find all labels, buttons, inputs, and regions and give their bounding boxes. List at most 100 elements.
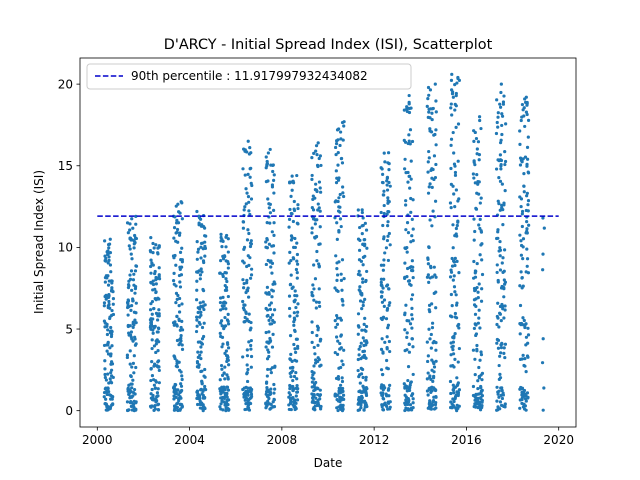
data-point [180,328,185,332]
data-point [520,275,524,280]
data-point [524,399,528,403]
data-point [130,288,134,292]
data-point [473,229,477,234]
data-point [471,393,476,398]
data-point [248,212,252,217]
data-point [317,287,321,291]
data-point [519,158,523,163]
data-point [176,388,180,392]
data-point [267,350,271,354]
data-point [523,97,527,101]
data-point [291,219,295,224]
data-point [153,269,157,274]
data-point [219,232,223,236]
data-point [154,311,159,315]
data-point [340,120,345,125]
data-point [337,260,341,264]
data-point [314,306,318,310]
data-point [499,163,503,167]
data-point [503,355,507,360]
data-point [156,387,160,391]
data-point [362,322,366,326]
data-point [265,221,269,225]
data-point [406,141,410,146]
data-point [340,376,344,380]
data-point [434,99,438,103]
data-point [223,387,227,392]
data-point [429,377,433,382]
data-point [520,212,524,216]
data-point [524,231,528,235]
data-point [312,385,316,389]
data-point [249,197,254,201]
data-point [219,259,223,263]
data-point [126,323,130,328]
data-point [296,346,300,350]
data-point [109,354,113,358]
data-point [476,182,480,186]
data-point [340,288,344,292]
data-point [249,401,253,406]
data-point [405,335,409,339]
data-point [526,203,530,207]
data-point [363,221,367,225]
data-point [426,359,430,364]
data-point [150,261,154,265]
x-tick-label: 2000 [82,433,113,447]
data-point [156,326,161,330]
data-point [126,283,131,287]
data-point [525,391,530,395]
data-point [243,173,247,177]
data-point [425,389,430,393]
data-point [358,225,362,230]
data-point [479,126,483,131]
data-point [380,393,385,398]
data-point [312,287,316,291]
data-point [432,154,437,158]
data-point [103,276,108,280]
data-point [131,361,135,365]
data-point [363,316,367,321]
data-point [149,378,153,383]
data-point [292,400,296,404]
data-point [195,360,200,364]
data-point [149,302,153,306]
data-point [103,254,107,258]
data-point [336,339,340,343]
data-point [293,329,297,333]
data-point [497,176,501,180]
data-point [152,307,156,311]
data-point [453,315,457,319]
data-point [361,300,365,304]
data-point [405,275,409,279]
data-point [244,202,248,206]
data-point [337,230,341,234]
data-point [109,325,113,330]
data-point [341,191,345,195]
data-point [478,253,482,257]
data-point [387,180,391,185]
data-point [494,131,499,136]
data-point [178,250,183,254]
data-point [475,173,479,177]
data-point [499,90,503,95]
data-points [102,72,546,413]
data-point [196,340,201,344]
data-point [356,402,360,406]
data-point [223,365,227,369]
data-point [519,270,523,274]
data-point [451,278,455,282]
data-point [524,335,529,339]
data-point [317,156,321,161]
data-point [134,311,138,315]
data-point [457,322,461,327]
data-point [473,372,477,377]
data-point [221,342,225,346]
data-point [295,314,299,318]
data-point [524,370,528,374]
data-point [289,211,293,216]
data-point [526,118,531,122]
data-point [496,230,500,234]
data-point [475,398,479,402]
data-point [427,245,431,249]
